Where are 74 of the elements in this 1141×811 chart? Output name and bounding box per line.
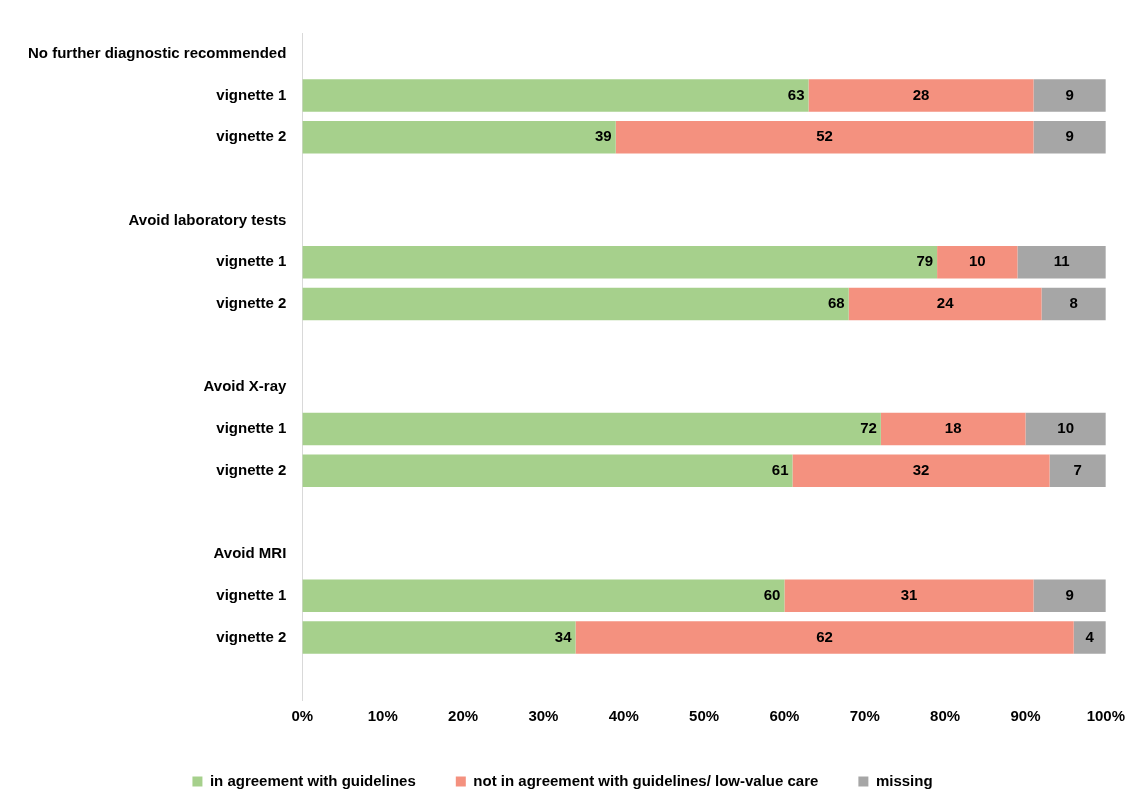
y-tick-label: vignette 2 (216, 127, 287, 145)
data-label: 68 (828, 294, 845, 312)
y-tick-label: vignette 1 (216, 585, 287, 603)
x-tick-label: 30% (528, 707, 559, 725)
bar (784, 579, 1034, 613)
y-tick-label: vignette 2 (216, 627, 287, 645)
data-label: 72 (860, 419, 877, 437)
data-label: 31 (900, 585, 918, 603)
y-tick-label: Avoid X-ray (203, 377, 288, 395)
data-label: 34 (554, 627, 573, 645)
bar (302, 287, 849, 321)
x-tick-label: 100% (1086, 707, 1126, 725)
x-tick-label: 10% (367, 707, 398, 725)
y-tick-label: Avoid laboratory tests (128, 210, 287, 228)
data-label: 32 (912, 460, 930, 478)
data-label: 4 (1085, 627, 1095, 645)
y-tick-label: vignette 1 (216, 85, 287, 103)
data-label: 61 (771, 460, 789, 478)
data-label: 62 (816, 627, 833, 645)
data-label: 60 (763, 585, 781, 603)
bar (302, 579, 785, 613)
bar (1025, 412, 1106, 446)
x-tick-label: 0% (291, 707, 314, 725)
data-label: 7 (1073, 460, 1082, 478)
data-label: 9 (1065, 127, 1074, 145)
data-label: 11 (1053, 252, 1070, 270)
data-label: 79 (916, 252, 934, 270)
legend-label: not in agreement with guidelines/ low-value care (473, 771, 819, 789)
bar (1017, 246, 1106, 279)
y-tick-label: vignette 1 (216, 252, 287, 270)
bar (848, 287, 1042, 321)
y-tick-label: Avoid MRI (213, 544, 287, 562)
bar (1049, 454, 1106, 487)
x-tick-label: 50% (689, 707, 720, 725)
bar (302, 454, 793, 487)
bar (792, 454, 1050, 487)
data-label: 18 (944, 419, 962, 437)
bar (575, 621, 1074, 654)
x-tick-label: 80% (930, 707, 961, 725)
bar (1041, 287, 1106, 321)
legend-label: in agreement with guidelines (209, 771, 416, 789)
data-label: 39 (595, 127, 612, 145)
bar (1073, 621, 1106, 654)
y-tick-label: vignette 2 (216, 294, 287, 312)
y-tick-label: vignette 1 (216, 419, 287, 437)
data-label: 52 (816, 127, 833, 145)
bar (302, 246, 938, 279)
bar (1033, 120, 1106, 154)
bar (1033, 79, 1106, 112)
x-tick-label: 60% (769, 707, 800, 725)
x-tick-label: 90% (1010, 707, 1041, 725)
data-label: 10 (968, 252, 986, 270)
bar (615, 120, 1034, 154)
x-tick-label: 20% (448, 707, 479, 725)
data-label: 63 (787, 85, 805, 103)
x-tick-label: 70% (849, 707, 880, 725)
y-tick-label: vignette 2 (216, 460, 287, 478)
legend-label: missing (875, 771, 933, 789)
data-label: 9 (1065, 85, 1074, 103)
y-tick-label: No further diagnostic recommended (27, 43, 287, 61)
bar (1033, 579, 1106, 613)
data-label: 8 (1069, 294, 1078, 312)
data-label: 28 (912, 85, 930, 103)
data-label: 10 (1057, 419, 1074, 437)
bar (880, 412, 1026, 446)
data-label: 24 (936, 294, 955, 312)
bar (302, 120, 616, 154)
bar (937, 246, 1018, 279)
data-label: 9 (1065, 585, 1074, 603)
bar (302, 412, 881, 446)
bar (302, 621, 576, 654)
bar (808, 79, 1034, 112)
bar (302, 79, 809, 112)
x-tick-label: 40% (608, 707, 639, 725)
